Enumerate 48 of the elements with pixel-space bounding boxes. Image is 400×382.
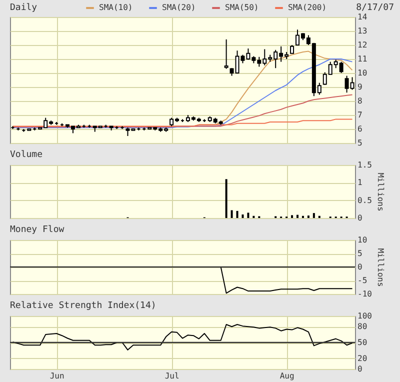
y-tick-label: 8 [358,96,362,106]
y-tick-label: 50 [358,338,368,347]
x-tick-label: Jul [164,372,180,380]
legend-label: SMA(50) [225,3,259,12]
bar [225,179,228,218]
candlestick [224,38,228,70]
chart-title: Volume [10,150,43,160]
bar [247,212,250,218]
y-tick-label: 1 [358,178,362,188]
chart-title: Money Flow [10,225,64,235]
y-tick-label: 12 [358,40,368,50]
y-tick-label: 13 [358,26,368,36]
y-tick-label: 20 [358,354,368,363]
bar [242,214,244,218]
y-tick-label: 1.5 [358,160,372,170]
bar [312,213,315,218]
bar [230,210,233,218]
x-tick-label: Jun [50,372,64,380]
y-tick-label: -5 [358,276,368,285]
y-tick-label: 7 [358,110,362,120]
text: 8/17/07 [356,3,394,13]
y-tick-label: 0.5 [358,196,372,205]
line-series [12,324,353,350]
y-tick-label: 10 [358,68,368,78]
y-tick-label: 5 [358,138,362,148]
y-axis-title: Millions [376,172,385,212]
y-tick-label: 80 [358,322,368,332]
y-tick-label: 11 [358,54,368,64]
y-tick-label: 9 [358,82,362,92]
y-tick-label: 100 [358,312,372,320]
y-tick-label: -10 [358,290,372,298]
y-tick-label: 6 [358,124,362,134]
y-tick-label: 0 [358,364,362,374]
y-tick-label: 14 [358,12,368,22]
bar [236,210,238,218]
legend-label: SMA(10) [99,3,133,12]
y-tick-label: 0 [358,214,362,222]
bar [296,214,298,218]
chart-title: Relative Strength Index(14) [10,301,156,311]
bar [291,215,294,218]
y-tick-label: 10 [358,236,368,244]
y-tick-label: 5 [358,249,362,258]
y-tick-label: 0 [358,262,362,272]
legend-label: SMA(20) [162,3,196,12]
chart-title: Daily [10,3,38,13]
y-axis-title: Millions [376,248,385,287]
x-tick-label: Aug [280,372,294,380]
legend-label: SMA(200) [288,3,327,12]
